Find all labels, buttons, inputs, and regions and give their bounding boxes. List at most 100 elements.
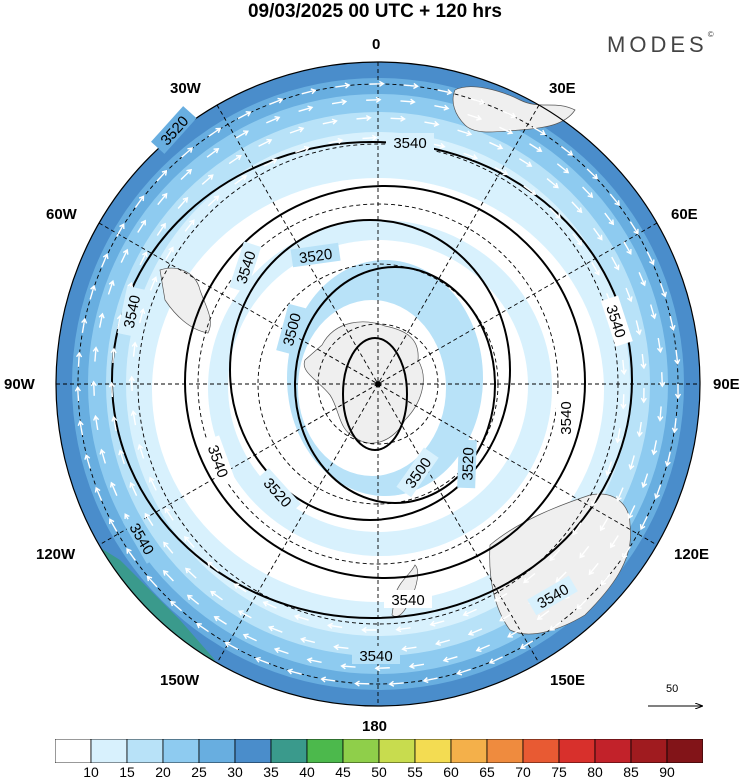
colorbar-swatch: [666, 739, 703, 763]
wind-vector: [129, 481, 138, 497]
wind-vector: [81, 317, 88, 333]
wind-vector: [210, 590, 223, 601]
wind-vector: [149, 276, 158, 291]
colorbar-swatch: [126, 739, 164, 763]
wind-vector: [273, 647, 289, 655]
wind-vector: [128, 375, 135, 391]
wind-vector: [184, 219, 195, 232]
vector-reference-label: 50: [666, 683, 679, 695]
wind-vector: [208, 127, 222, 137]
wind-vector: [139, 251, 148, 266]
wind-vector: [234, 175, 248, 185]
brand-logo: MODES©: [607, 30, 714, 57]
colorbar-swatch: [162, 739, 200, 763]
colorbar-tick-label: 45: [335, 764, 351, 780]
wind-vector: [207, 195, 220, 207]
wind-vector: [99, 448, 106, 464]
wind-vector: [162, 569, 174, 582]
wind-vector: [362, 134, 378, 141]
wind-vector: [116, 223, 125, 237]
wind-vector: [610, 535, 619, 549]
wind-vector: [615, 428, 622, 444]
colorbar-swatch: [306, 739, 344, 763]
wind-vector: [401, 645, 417, 652]
wind-vector: [169, 600, 183, 612]
lon-label-120e: 120E: [674, 546, 710, 563]
map-title: 09/03/2025 00 UTC + 120 hrs: [247, 1, 503, 22]
colorbar-swatch: [55, 739, 92, 763]
wind-vector: [258, 138, 273, 147]
wind-vector: [137, 443, 145, 459]
wind-vector: [111, 415, 118, 431]
wind-vector: [183, 535, 195, 548]
wind-vector: [636, 421, 643, 438]
wind-vector: [442, 656, 458, 663]
wind-vector: [507, 629, 521, 638]
colorbar-swatch: [522, 739, 560, 763]
wind-vector: [144, 512, 154, 527]
wind-vector: [532, 126, 547, 136]
africa: [452, 86, 576, 133]
wind-vector: [206, 147, 220, 158]
wind-vector: [640, 388, 647, 404]
wind-vector: [228, 154, 242, 165]
wind-vector: [502, 110, 517, 119]
colorbar-swatch: [342, 739, 380, 763]
wind-vector: [462, 608, 477, 617]
wind-vector: [94, 486, 103, 502]
wind-vector: [654, 484, 662, 500]
wind-vector: [549, 549, 561, 562]
colorbar-tick-label: 55: [407, 764, 423, 780]
wind-vector: [646, 251, 655, 266]
wind-vector: [130, 410, 137, 426]
australia: [489, 493, 631, 635]
colorbar-swatch: [414, 739, 452, 763]
wind-vector: [356, 114, 372, 122]
wind-vector: [110, 347, 117, 363]
svg-text:3540: 3540: [359, 648, 392, 665]
colorbar-tick-label: 35: [263, 764, 279, 780]
contours: [111, 141, 633, 619]
wind-vector: [361, 626, 377, 634]
wind-vector: [579, 545, 590, 559]
wind-vector: [286, 668, 302, 675]
wind-vector: [180, 168, 193, 180]
wind-vector: [107, 279, 115, 295]
wind-vector: [463, 152, 479, 160]
wind-vector: [395, 626, 411, 633]
wind-vector: [374, 665, 390, 672]
wind-vector: [196, 622, 210, 633]
wind-vector: [390, 115, 406, 122]
wind-vector: [268, 625, 283, 633]
wind-vector: [146, 575, 158, 588]
wind-vector: [620, 359, 627, 376]
wind-vector: [600, 573, 611, 586]
colorbar-tick-label: 65: [479, 764, 495, 780]
wind-vector: [572, 522, 582, 536]
lon-label-60w: 60W: [46, 206, 77, 223]
colorbar-tick-label: 90: [659, 764, 675, 780]
wind-vector: [289, 126, 305, 134]
lon-label-90e: 90E: [713, 376, 740, 393]
svg-text:3540: 3540: [558, 401, 575, 434]
wind-vector: [475, 644, 490, 653]
wind-vector: [134, 195, 145, 209]
wind-vectors: [74, 80, 682, 687]
lon-label-60e: 60E: [671, 206, 698, 223]
wind-vector: [591, 262, 600, 276]
wind-vector: [120, 248, 129, 263]
wind-vector: [536, 610, 550, 621]
wind-vector: [549, 207, 561, 219]
colorbar-swatch: [90, 739, 128, 763]
wind-vector: [499, 126, 514, 135]
wind-vector: [320, 676, 336, 683]
wind-vector: [293, 614, 309, 621]
wind-vector: [254, 656, 270, 665]
wind-vector: [605, 461, 613, 477]
wind-vector: [306, 657, 322, 664]
wind-vector: [148, 476, 157, 491]
wind-vector: [599, 517, 609, 532]
wind-vector: [674, 384, 682, 400]
wind-vector: [635, 320, 642, 336]
wind-vector: [298, 105, 314, 112]
